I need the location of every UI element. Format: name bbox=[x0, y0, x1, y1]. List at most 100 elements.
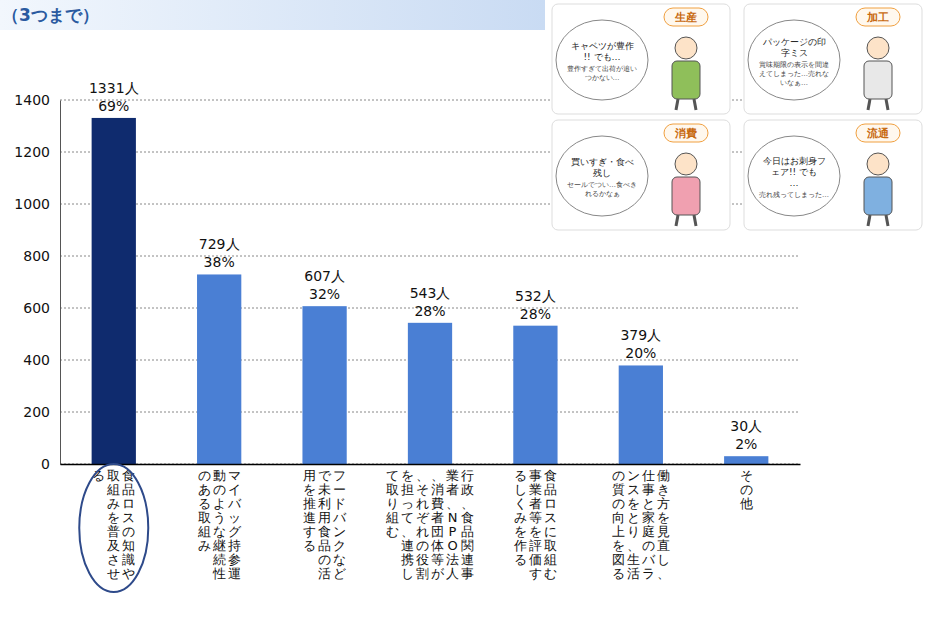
x-tick: フードバンクなどで未利用食品の活用を推進する bbox=[303, 464, 347, 581]
bar bbox=[619, 365, 663, 464]
figure-leg bbox=[868, 215, 870, 226]
y-tick: 800 bbox=[23, 248, 60, 264]
figure-body bbox=[672, 61, 700, 99]
title: （3つまで） bbox=[2, 5, 99, 25]
data-labels: 1331人 69% 729人 38% 607人 32% 543人 28% 532人 28% 379人… bbox=[89, 80, 762, 452]
x-tick-label: フードバンクなどで未利用食品の活用を推進する bbox=[303, 468, 347, 581]
illustration-panel: 加工パッケージの印字ミス賞味期限の表示を間違えてしまった…売れないなぁ… bbox=[744, 4, 922, 114]
speech-bubble bbox=[748, 20, 840, 100]
figure-head bbox=[675, 37, 697, 59]
y-tick: 1200 bbox=[14, 144, 60, 160]
figure-leg bbox=[886, 215, 888, 226]
illustration-label: 生産 bbox=[674, 11, 697, 24]
bar bbox=[724, 456, 768, 464]
data-label: 729人 bbox=[199, 236, 240, 252]
y-tick-label: 600 bbox=[23, 300, 50, 316]
y-tick-label: 1200 bbox=[14, 144, 50, 160]
figure-head bbox=[675, 153, 697, 175]
highlight-ellipse bbox=[79, 464, 148, 592]
illustration-label: 消費 bbox=[674, 127, 697, 140]
label-pill bbox=[856, 124, 900, 142]
data-label: 30人 bbox=[730, 418, 762, 434]
x-tick: 食品ロスの知識や取組みを普及させる bbox=[92, 464, 135, 581]
x-tick: マイバッグ持参運動のような継続性のある取組み bbox=[197, 464, 242, 581]
data-label-percent: 32% bbox=[309, 286, 340, 302]
figure-leg bbox=[694, 99, 696, 110]
data-label-percent: 38% bbox=[204, 254, 235, 270]
figure-head bbox=[867, 37, 889, 59]
data-label-percent: 69% bbox=[98, 98, 129, 114]
y-tick-label: 400 bbox=[23, 352, 50, 368]
panel-background bbox=[552, 120, 730, 230]
y-tick-label: 0 bbox=[41, 456, 50, 472]
figure-body bbox=[672, 177, 700, 215]
title-bar bbox=[0, 0, 545, 30]
y-tick: 200 bbox=[23, 404, 60, 420]
y-tick-label: 800 bbox=[23, 248, 50, 264]
panel-background bbox=[744, 4, 922, 114]
illustration-panel: 消費買いすぎ・食べ残しセールでつい…食べきれるかなぁ bbox=[552, 120, 730, 230]
figure-body bbox=[864, 177, 892, 215]
data-label-percent: 28% bbox=[520, 306, 551, 322]
bar bbox=[408, 323, 452, 464]
figure-leg bbox=[694, 215, 696, 226]
speech-text: パッケージの印字ミス bbox=[762, 37, 826, 58]
x-tick: 働き方を見直し、仕事と家庭のバランスをとり、生活の質の向上を図る bbox=[612, 464, 670, 581]
y-tick: 0 bbox=[41, 456, 60, 472]
x-tick: 行政、食品関連事業者、NPO法人、消費者団体等が、それぞれの役割を担って、連携し… bbox=[385, 464, 474, 581]
y-tick-label: 200 bbox=[23, 404, 50, 420]
y-tick: 1000 bbox=[14, 196, 60, 212]
label-pill bbox=[664, 8, 708, 26]
illustration-panel: 流通今日はお刺身フェア!! でも… 売れ残ってしまった… bbox=[744, 120, 922, 230]
x-tick: その他 bbox=[740, 464, 753, 511]
figure-body bbox=[864, 61, 892, 99]
y-tick: 1400 bbox=[14, 92, 60, 108]
figure-head bbox=[867, 153, 889, 175]
note-text: セールでつい…食べきれるかなぁ bbox=[567, 181, 637, 198]
x-tick-label: 働き方を見直し、仕事と家庭のバランスをとり、生活の質の向上を図る bbox=[612, 468, 670, 581]
speech-text: 買いすぎ・食べ残し bbox=[571, 157, 634, 178]
note-text: 豊作すぎて出荷が追いつかない… bbox=[567, 65, 637, 82]
figure-leg bbox=[886, 99, 888, 110]
x-axis-line bbox=[61, 464, 801, 466]
bar bbox=[92, 118, 136, 464]
data-label: 1331人 bbox=[89, 80, 139, 96]
y-tick: 400 bbox=[23, 352, 60, 368]
chart-svg: （3つまで） 0 200 400 600 800 1000 1200 1400 食品ロスの知識や取… bbox=[0, 0, 930, 624]
speech-bubble bbox=[556, 20, 648, 100]
grid bbox=[60, 100, 800, 464]
data-label: 379人 bbox=[620, 327, 661, 343]
x-tick-label: マイバッグ持参運動のような継続性のある取組み bbox=[197, 468, 242, 581]
panel-background bbox=[552, 4, 730, 114]
speech-text: キャベツが豊作!! でも… bbox=[571, 41, 634, 62]
data-label: 532人 bbox=[515, 288, 556, 304]
grid-line bbox=[60, 256, 800, 257]
figure-leg bbox=[676, 215, 678, 226]
data-label-percent: 28% bbox=[414, 303, 445, 319]
note-text: 賞味期限の表示を間違えてしまった…売れないなぁ… bbox=[759, 61, 829, 87]
panel-background bbox=[744, 120, 922, 230]
data-label-percent: 20% bbox=[625, 345, 656, 361]
note-text: 売れ残ってしまった… bbox=[759, 191, 829, 199]
x-tick-label: 行政、食品関連事業者、NPO法人、消費者団体等が、それぞれの役割を担って、連携し… bbox=[385, 468, 474, 581]
illustration-label: 加工 bbox=[866, 11, 889, 24]
bar bbox=[197, 274, 241, 464]
figure-leg bbox=[868, 99, 870, 110]
y-tick-label: 1000 bbox=[14, 196, 50, 212]
x-tick-label: 食品ロスに取組む事業者等を評価するしくみを作る bbox=[513, 468, 557, 581]
data-label: 543人 bbox=[410, 285, 451, 301]
data-label: 607人 bbox=[304, 268, 345, 284]
figure-leg bbox=[676, 99, 678, 110]
x-tick: 食品ロスに取組む事業者等を評価するしくみを作る bbox=[513, 464, 557, 581]
illustration-label: 流通 bbox=[866, 127, 890, 140]
y-tick: 600 bbox=[23, 300, 60, 316]
bar bbox=[513, 326, 557, 464]
x-tick-label: その他 bbox=[740, 468, 753, 511]
data-label-percent: 2% bbox=[735, 436, 757, 452]
x-tick-label: 食品ロスの知識や取組みを普及させる bbox=[92, 468, 135, 581]
y-axis: 0 200 400 600 800 1000 1200 1400 bbox=[14, 92, 60, 472]
bar bbox=[302, 306, 346, 464]
speech-bubble bbox=[556, 136, 648, 216]
speech-text: 今日はお刺身フェア!! でも… bbox=[763, 156, 826, 188]
label-pill bbox=[664, 124, 708, 142]
